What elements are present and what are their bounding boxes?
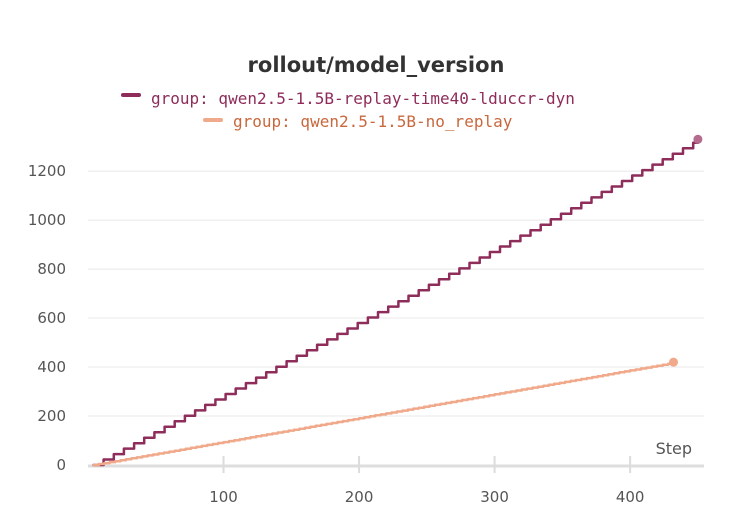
axes: 0 200 400 600 800 1000 1200 100 200 300 400 — [28, 162, 704, 506]
series-endpoint-1 — [669, 357, 679, 367]
series-endpoint-0 — [693, 134, 703, 144]
y-tick-label: 600 — [37, 309, 66, 327]
x-axis-label: Step — [656, 439, 692, 458]
grid — [88, 170, 704, 417]
legend-item-1[interactable]: group: qwen2.5-1.5B-no_replay — [203, 112, 513, 131]
series-line-0 — [92, 138, 700, 467]
y-tick-label: 200 — [37, 407, 66, 425]
y-tick-label: 0 — [56, 456, 66, 474]
legend-item-0[interactable]: group: qwen2.5-1.5B-replay-time40-lduccr… — [121, 89, 575, 108]
legend-label-0: group: qwen2.5-1.5B-replay-time40-lduccr… — [151, 89, 575, 108]
y-tick-label: 1000 — [28, 211, 66, 229]
x-tick-label: 100 — [209, 488, 238, 506]
y-tick-label: 400 — [37, 358, 66, 376]
x-tick-label: 400 — [616, 488, 645, 506]
y-tick-label: 1200 — [28, 162, 66, 180]
legend: group: qwen2.5-1.5B-replay-time40-lduccr… — [121, 89, 575, 131]
plot-area[interactable] — [92, 134, 703, 467]
chart-title: rollout/model_version — [248, 53, 505, 77]
x-tick-label: 200 — [345, 488, 374, 506]
series-line-1 — [92, 360, 675, 467]
y-tick-label: 800 — [37, 260, 66, 278]
x-tick-label: 300 — [480, 488, 509, 506]
legend-label-1: group: qwen2.5-1.5B-no_replay — [233, 112, 513, 131]
